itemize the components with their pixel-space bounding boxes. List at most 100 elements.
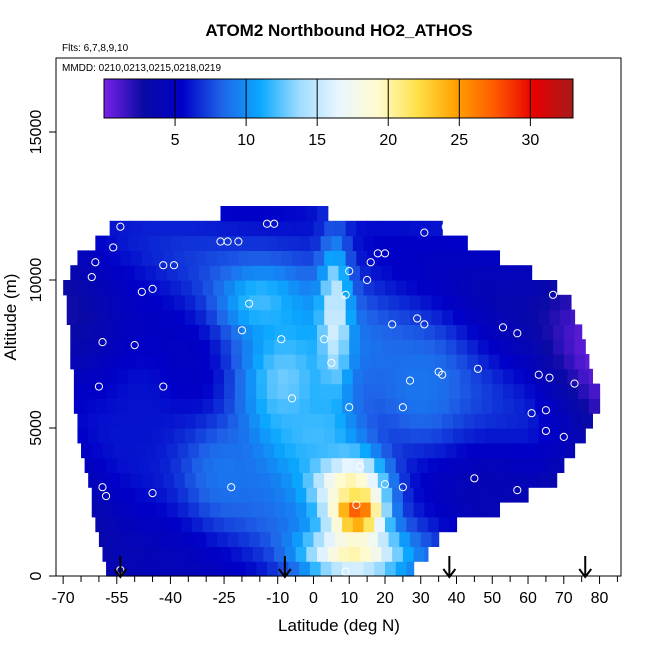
heatmap-cell xyxy=(406,457,418,473)
heatmap-cell xyxy=(384,280,397,296)
heatmap-cell xyxy=(553,442,565,459)
heatmap-cell xyxy=(352,457,365,473)
sample-point xyxy=(388,320,397,329)
sample-point xyxy=(137,287,146,296)
heatmap-cell xyxy=(102,487,114,503)
heatmap-cell xyxy=(463,413,475,429)
heatmap-cell xyxy=(256,561,268,577)
heatmap-cell xyxy=(302,428,315,444)
heatmap-cell xyxy=(123,502,136,518)
heatmap-cell xyxy=(181,457,193,473)
heatmap-cell xyxy=(152,294,164,311)
heatmap-cell xyxy=(431,531,440,547)
heatmap-cell xyxy=(241,339,254,355)
heatmap-cell xyxy=(520,324,533,340)
heatmap-cell xyxy=(420,428,433,444)
heatmap-cell xyxy=(317,324,329,340)
heatmap-cell xyxy=(370,339,383,355)
heatmap-cell xyxy=(456,442,468,459)
heatmap-cell xyxy=(292,309,304,325)
heatmap-cell xyxy=(338,339,350,355)
heatmap-cell xyxy=(131,413,143,429)
heatmap-cell xyxy=(324,472,336,488)
heatmap-cell xyxy=(213,368,225,385)
heatmap-cell xyxy=(224,280,236,296)
heatmap-cell xyxy=(145,265,157,281)
heatmap-cell xyxy=(524,280,536,296)
heatmap-cell xyxy=(377,309,390,325)
heatmap-cell xyxy=(488,339,501,355)
heatmap-cell xyxy=(302,413,315,429)
heatmap-cell xyxy=(209,502,222,518)
heatmap-cell xyxy=(299,383,311,399)
heatmap-cell xyxy=(495,294,508,311)
heatmap-cell xyxy=(170,516,182,533)
heatmap-cell xyxy=(374,457,386,473)
heatmap-cell xyxy=(295,324,307,340)
x-tick-label: 20 xyxy=(376,590,394,607)
heatmap-cell xyxy=(410,472,422,488)
heatmap-cell xyxy=(324,531,336,547)
heatmap-cell xyxy=(138,516,150,533)
heatmap-cell xyxy=(556,383,568,399)
heatmap-cell xyxy=(467,502,479,518)
heatmap-cell xyxy=(513,398,526,414)
heatmap-cell xyxy=(256,457,268,473)
heatmap-cell xyxy=(445,354,458,370)
heatmap-cell xyxy=(384,383,397,399)
heatmap-cell xyxy=(145,324,157,340)
heatmap-cell xyxy=(252,339,265,355)
heatmap-cell xyxy=(259,294,272,311)
heatmap-cell xyxy=(563,339,576,355)
heatmap-cell xyxy=(456,265,468,281)
sample-point xyxy=(98,483,107,492)
heatmap-cell xyxy=(399,309,411,325)
heatmap-cell xyxy=(349,442,361,459)
heatmap-cell xyxy=(156,442,168,459)
heatmap-cell xyxy=(538,428,551,444)
heatmap-cell xyxy=(413,442,425,459)
heatmap-cell xyxy=(106,280,118,296)
heatmap-cell xyxy=(95,235,107,251)
heatmap-cell xyxy=(138,235,150,251)
heatmap-cell xyxy=(388,220,400,237)
heatmap-cell xyxy=(184,250,197,266)
heatmap-cell xyxy=(274,502,286,518)
heatmap-cell xyxy=(320,516,332,533)
heatmap-cell xyxy=(474,294,486,311)
heatmap-cell xyxy=(313,250,325,266)
heatmap-cell xyxy=(570,413,583,429)
heatmap-cell xyxy=(202,398,214,414)
heatmap-cell xyxy=(510,487,522,503)
heatmap-cell xyxy=(95,516,107,533)
heatmap-cell xyxy=(292,294,304,311)
heatmap-cell xyxy=(431,472,443,488)
heatmap-cell xyxy=(402,339,415,355)
heatmap-cell xyxy=(177,324,189,340)
heatmap-cell xyxy=(138,368,150,385)
sample-point xyxy=(320,335,329,344)
heatmap-cell xyxy=(270,309,282,325)
heatmap-cell xyxy=(359,442,372,459)
heatmap-cell xyxy=(563,324,576,340)
heatmap-cell xyxy=(345,309,357,325)
heatmap-cell xyxy=(363,398,375,414)
heatmap-cell xyxy=(159,280,172,296)
colorbar-tick-label: 10 xyxy=(237,132,255,149)
heatmap-cell xyxy=(442,472,454,488)
heatmap-cell xyxy=(249,472,261,488)
heatmap-cell xyxy=(485,309,497,325)
heatmap-cell xyxy=(231,265,243,281)
heatmap-cell xyxy=(420,250,433,266)
heatmap-cell xyxy=(506,428,518,444)
heatmap-cell xyxy=(395,383,408,399)
heatmap-cell xyxy=(513,368,526,385)
heatmap-cell xyxy=(438,383,450,399)
heatmap-cell xyxy=(84,457,96,473)
sample-point xyxy=(398,483,407,492)
heatmap-cell xyxy=(395,368,408,385)
heatmap-cell xyxy=(113,339,125,355)
heatmap-cell xyxy=(134,354,146,370)
heatmap-cell xyxy=(563,354,576,370)
heatmap-cell xyxy=(324,428,336,444)
